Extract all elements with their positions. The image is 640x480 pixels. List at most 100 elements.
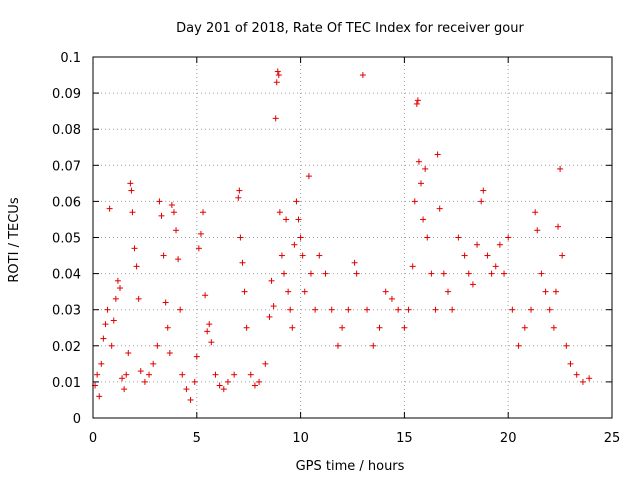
- data-point: [563, 342, 570, 349]
- data-point: [121, 386, 128, 393]
- data-point: [312, 306, 319, 313]
- data-point: [424, 234, 431, 241]
- data-point: [146, 371, 153, 378]
- data-point: [515, 342, 522, 349]
- plot-border: [92, 56, 613, 419]
- data-point: [388, 295, 395, 302]
- x-tick-label: 25: [604, 431, 621, 446]
- data-point: [322, 270, 329, 277]
- data-point: [411, 198, 418, 205]
- data-point: [208, 339, 215, 346]
- x-tick-label: 20: [500, 431, 517, 446]
- data-point: [224, 378, 231, 385]
- data-point: [557, 165, 564, 172]
- data-point: [364, 306, 371, 313]
- y-tick-label: 0.08: [52, 123, 81, 138]
- data-point: [166, 350, 173, 357]
- data-point: [274, 68, 281, 75]
- data-point: [422, 165, 429, 172]
- data-point: [299, 252, 306, 259]
- data-point: [206, 321, 213, 328]
- data-point: [106, 205, 113, 212]
- data-point: [552, 288, 559, 295]
- data-point: [191, 378, 198, 385]
- data-point: [409, 263, 416, 270]
- data-point: [108, 342, 115, 349]
- data-point: [158, 212, 165, 219]
- data-point: [501, 270, 508, 277]
- data-point: [104, 306, 111, 313]
- data-point: [137, 368, 144, 375]
- data-point: [100, 335, 107, 342]
- y-tick-label: 0: [73, 412, 81, 427]
- data-point: [141, 378, 148, 385]
- data-point: [401, 324, 408, 331]
- data-point: [305, 173, 312, 180]
- data-point: [542, 288, 549, 295]
- data-point: [440, 270, 447, 277]
- data-point: [247, 371, 254, 378]
- data-point: [170, 209, 177, 216]
- data-point: [567, 360, 574, 367]
- data-point: [505, 234, 512, 241]
- data-point: [395, 306, 402, 313]
- data-point: [285, 288, 292, 295]
- data-point: [220, 386, 227, 393]
- data-point: [559, 252, 566, 259]
- data-point: [465, 270, 472, 277]
- data-point: [509, 306, 516, 313]
- data-point: [436, 205, 443, 212]
- data-point: [405, 306, 412, 313]
- data-point: [370, 342, 377, 349]
- data-point: [200, 209, 207, 216]
- data-point: [177, 306, 184, 313]
- y-tick-label: 0.03: [52, 304, 81, 319]
- data-points: [92, 68, 593, 403]
- data-point: [579, 378, 586, 385]
- data-point: [98, 360, 105, 367]
- data-point: [449, 306, 456, 313]
- y-tick-label: 0.05: [52, 232, 81, 247]
- data-point: [339, 324, 346, 331]
- data-point: [586, 375, 593, 382]
- data-point: [461, 252, 468, 259]
- data-point: [173, 227, 180, 234]
- data-point: [133, 263, 140, 270]
- x-axis-label: GPS time / hours: [296, 459, 405, 474]
- data-point: [534, 227, 541, 234]
- data-point: [428, 270, 435, 277]
- data-point: [278, 252, 285, 259]
- y-tick-label: 0.07: [52, 159, 81, 174]
- data-point: [382, 288, 389, 295]
- data-point: [275, 72, 282, 79]
- data-point: [131, 245, 138, 252]
- data-point: [573, 371, 580, 378]
- data-point: [273, 79, 280, 86]
- data-point: [262, 360, 269, 367]
- data-point: [307, 270, 314, 277]
- data-point: [301, 288, 308, 295]
- data-point: [119, 375, 126, 382]
- data-point: [212, 371, 219, 378]
- data-point: [156, 198, 163, 205]
- data-point: [538, 270, 545, 277]
- data-point: [289, 324, 296, 331]
- data-point: [154, 342, 161, 349]
- data-point: [268, 277, 275, 284]
- data-point: [183, 386, 190, 393]
- data-point: [316, 252, 323, 259]
- data-point: [488, 270, 495, 277]
- data-point: [127, 180, 134, 187]
- data-point: [469, 281, 476, 288]
- data-point: [474, 241, 481, 248]
- data-point: [193, 353, 200, 360]
- y-tick-label: 0.09: [52, 87, 81, 102]
- data-point: [532, 209, 539, 216]
- data-point: [236, 187, 243, 194]
- data-point: [204, 328, 211, 335]
- y-tick-label: 0.04: [52, 268, 81, 283]
- x-tick-label: 10: [292, 431, 309, 446]
- data-point: [492, 263, 499, 270]
- data-point: [359, 72, 366, 79]
